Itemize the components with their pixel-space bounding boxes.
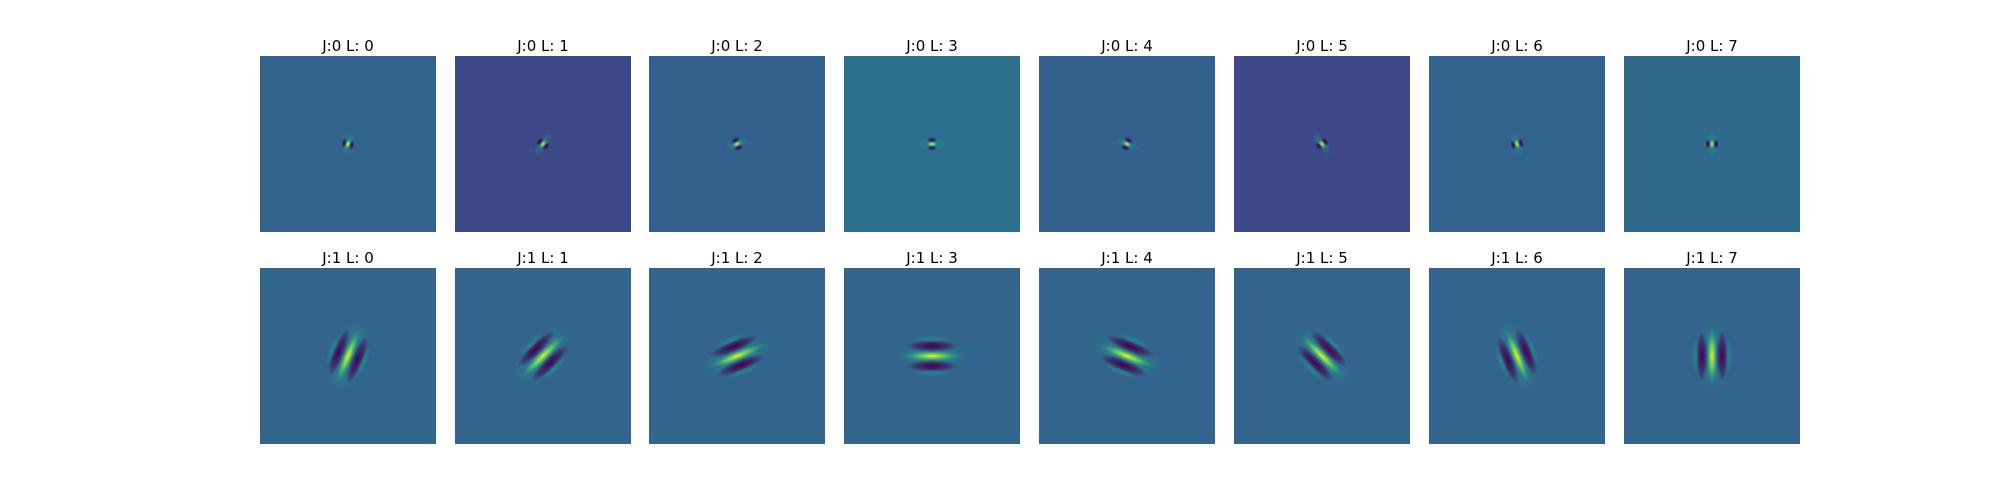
filter-panel-r1-c4: J:1 L: 4: [1039, 248, 1215, 444]
filter-image: [1234, 268, 1410, 444]
filter-panel-r0-c4: J:0 L: 4: [1039, 36, 1215, 232]
filter-kernel: [324, 318, 372, 394]
panel-title: J:0 L: 4: [1101, 37, 1153, 55]
filter-kernel: [1290, 324, 1354, 388]
filter-image: [260, 56, 436, 232]
filter-panel-r0-c6: J:0 L: 6: [1429, 36, 1605, 232]
filter-image: [1039, 56, 1215, 232]
filter-panel-r0-c7: J:0 L: 7: [1624, 36, 1800, 232]
panel-title: J:0 L: 7: [1686, 37, 1738, 55]
panel-title: J:0 L: 6: [1491, 37, 1543, 55]
filter-image: [1234, 56, 1410, 232]
panel-title: J:1 L: 3: [906, 249, 958, 267]
panel-title: J:1 L: 2: [711, 249, 763, 267]
panel-title: J:0 L: 1: [517, 37, 569, 55]
filter-kernel: [1510, 130, 1524, 158]
filter-image: [455, 56, 631, 232]
filter-kernel: [892, 335, 972, 377]
filter-image: [844, 268, 1020, 444]
filter-kernel: [1312, 132, 1332, 156]
filter-kernel: [1493, 318, 1541, 394]
panel-title: J:0 L: 0: [322, 37, 374, 55]
panel-title: J:0 L: 3: [906, 37, 958, 55]
filter-kernel: [699, 332, 775, 380]
filter-image: [1624, 56, 1800, 232]
filter-kernel: [918, 137, 946, 151]
filter-image: [455, 268, 631, 444]
filter-panel-r1-c7: J:1 L: 7: [1624, 248, 1800, 444]
filter-panel-r0-c1: J:0 L: 1: [455, 36, 631, 232]
filter-kernel: [1691, 316, 1733, 396]
filter-kernel: [533, 132, 553, 156]
filter-panel-r1-c1: J:1 L: 1: [455, 248, 631, 444]
filter-panel-r1-c5: J:1 L: 5: [1234, 248, 1410, 444]
filter-panel-r0-c5: J:0 L: 5: [1234, 36, 1410, 232]
filter-kernel: [511, 324, 575, 388]
panel-title: J:1 L: 7: [1686, 249, 1738, 267]
panel-title: J:0 L: 2: [711, 37, 763, 55]
filter-image: [260, 268, 436, 444]
filter-kernel: [724, 135, 750, 153]
filter-image: [1429, 268, 1605, 444]
filter-kernel: [1705, 130, 1719, 158]
filter-panel-r1-c3: J:1 L: 3: [844, 248, 1020, 444]
filter-kernel: [1114, 135, 1140, 153]
filter-image: [1039, 268, 1215, 444]
filter-image: [844, 56, 1020, 232]
filter-panel-r1-c0: J:1 L: 0: [260, 248, 436, 444]
panel-title: J:1 L: 5: [1296, 249, 1348, 267]
filter-panel-r0-c0: J:0 L: 0: [260, 36, 436, 232]
filter-panel-r0-c3: J:0 L: 3: [844, 36, 1020, 232]
filter-image: [649, 268, 825, 444]
panel-title: J:0 L: 5: [1296, 37, 1348, 55]
filter-panel-r1-c2: J:1 L: 2: [649, 248, 825, 444]
panel-title: J:1 L: 6: [1491, 249, 1543, 267]
filter-panel-r1-c6: J:1 L: 6: [1429, 248, 1605, 444]
panel-title: J:1 L: 0: [322, 249, 374, 267]
filter-panel-r0-c2: J:0 L: 2: [649, 36, 825, 232]
filter-image: [649, 56, 825, 232]
filter-kernel: [1089, 332, 1165, 380]
filter-image: [1429, 56, 1605, 232]
filter-kernel: [341, 130, 355, 158]
panel-title: J:1 L: 4: [1101, 249, 1153, 267]
filter-image: [1624, 268, 1800, 444]
panel-title: J:1 L: 1: [517, 249, 569, 267]
